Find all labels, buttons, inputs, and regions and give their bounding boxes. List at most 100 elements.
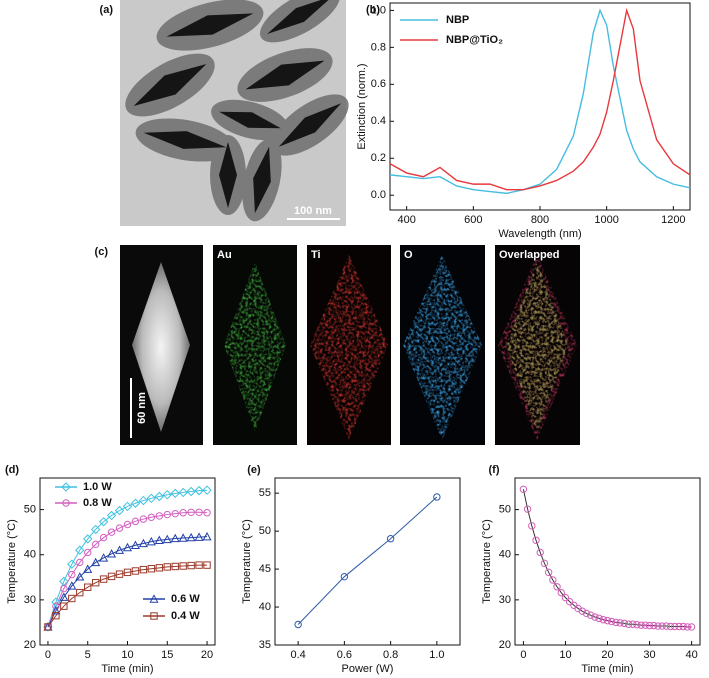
x-tick-label: 1000	[594, 214, 618, 226]
y-axis-label: Extinction (norm.)	[356, 63, 368, 149]
series-line	[47, 536, 208, 628]
marker	[131, 517, 140, 526]
marker	[98, 517, 109, 527]
marker	[163, 563, 171, 571]
marker	[91, 557, 101, 567]
panel-label: (a)	[100, 4, 114, 16]
marker	[146, 493, 157, 504]
scale-bar-label: 100 nm	[294, 205, 332, 217]
legend-marker	[62, 499, 70, 507]
marker	[637, 621, 645, 629]
marker	[163, 510, 171, 519]
marker	[170, 488, 180, 499]
panel-label: (b)	[366, 4, 380, 16]
tem-image	[120, 0, 349, 226]
marker	[115, 524, 124, 532]
marker	[662, 622, 671, 630]
marker	[155, 512, 164, 520]
legend-label: NBP@TiO₂	[446, 34, 503, 46]
marker	[565, 597, 574, 606]
legend-marker	[149, 594, 159, 603]
y-tick-label: 50	[24, 504, 36, 516]
x-tick-label: 5	[85, 649, 91, 661]
panel-label: (d)	[5, 464, 19, 476]
marker	[171, 509, 179, 518]
legend-label: 0.4 W	[171, 610, 200, 622]
marker	[76, 558, 84, 567]
chart: 0 5 10 15 20 20 30 40 50 Time (min) Temperature (°…	[5, 464, 216, 675]
chart: 0 10 20 30 40 20 30 40 50 Time (min) Temperature (…	[481, 464, 701, 675]
marker	[162, 534, 172, 544]
marker	[106, 510, 117, 521]
marker	[687, 623, 696, 631]
y-tick-label: 50	[499, 504, 511, 516]
y-tick-label: 45	[259, 563, 271, 575]
marker	[52, 602, 60, 610]
y-axis-label: Temperature (°C)	[6, 519, 18, 603]
y-axis-label: Temperature (°C)	[241, 519, 253, 603]
marker	[155, 564, 164, 572]
y-tick-label: 30	[24, 594, 36, 606]
x-tick-label: 800	[531, 214, 549, 226]
marker	[139, 565, 148, 574]
plot-frame	[274, 477, 461, 646]
panel-label: (e)	[247, 464, 261, 476]
marker	[553, 583, 561, 591]
legend-marker	[61, 482, 71, 492]
marker	[386, 535, 395, 543]
marker	[186, 486, 196, 497]
y-tick-label: 40	[259, 601, 271, 613]
x-tick-label: 10	[559, 649, 571, 661]
chart: 400 600 800 1000 1200 0.0 0.2 0.4 0.6 0.8 1.0 Wavel…	[356, 2, 691, 240]
chart: 0.4 0.6 0.8 1.0 35 40 45 50 55 Power (W) Temperatu…	[241, 464, 461, 675]
marker	[67, 559, 77, 569]
element-maps	[120, 245, 580, 445]
marker	[294, 620, 302, 629]
marker	[115, 545, 125, 554]
y-tick-label: 0.6	[371, 78, 386, 90]
x-tick-label: 0.6	[337, 649, 352, 661]
marker	[147, 565, 156, 573]
marker	[519, 485, 528, 493]
marker	[650, 621, 658, 630]
marker	[107, 572, 116, 581]
marker	[122, 542, 133, 552]
scale-bar-label: 60 nm	[136, 392, 148, 424]
marker	[603, 616, 612, 625]
x-axis-label: Wavelength (nm)	[498, 228, 581, 240]
series-line	[47, 564, 208, 628]
marker	[620, 619, 629, 628]
marker	[203, 561, 211, 569]
plot-frame	[514, 477, 701, 646]
marker	[91, 579, 100, 587]
x-tick-label: 0.4	[290, 649, 305, 661]
marker	[179, 562, 187, 570]
series-line	[47, 511, 208, 628]
series-line	[389, 8, 691, 195]
marker	[187, 561, 195, 570]
y-axis-label: Temperature (°C)	[481, 519, 493, 603]
marker	[629, 620, 637, 628]
series-line	[47, 489, 208, 628]
marker	[123, 520, 132, 529]
x-tick-label: 10	[121, 649, 133, 661]
marker	[67, 581, 77, 590]
y-tick-label: 30	[499, 594, 511, 606]
marker	[683, 623, 692, 631]
marker	[146, 536, 156, 546]
map-label: Overlapped	[499, 249, 560, 261]
marker	[83, 534, 93, 544]
marker	[68, 594, 76, 603]
marker	[130, 498, 141, 508]
marker	[532, 536, 540, 544]
marker	[549, 576, 557, 584]
marker	[60, 602, 68, 610]
x-tick-label: 30	[643, 649, 655, 661]
marker	[595, 614, 603, 623]
marker	[60, 584, 68, 593]
marker	[616, 619, 624, 627]
y-tick-label: 0.0	[371, 189, 386, 201]
marker	[75, 545, 85, 555]
marker	[83, 564, 93, 573]
marker	[578, 607, 586, 615]
